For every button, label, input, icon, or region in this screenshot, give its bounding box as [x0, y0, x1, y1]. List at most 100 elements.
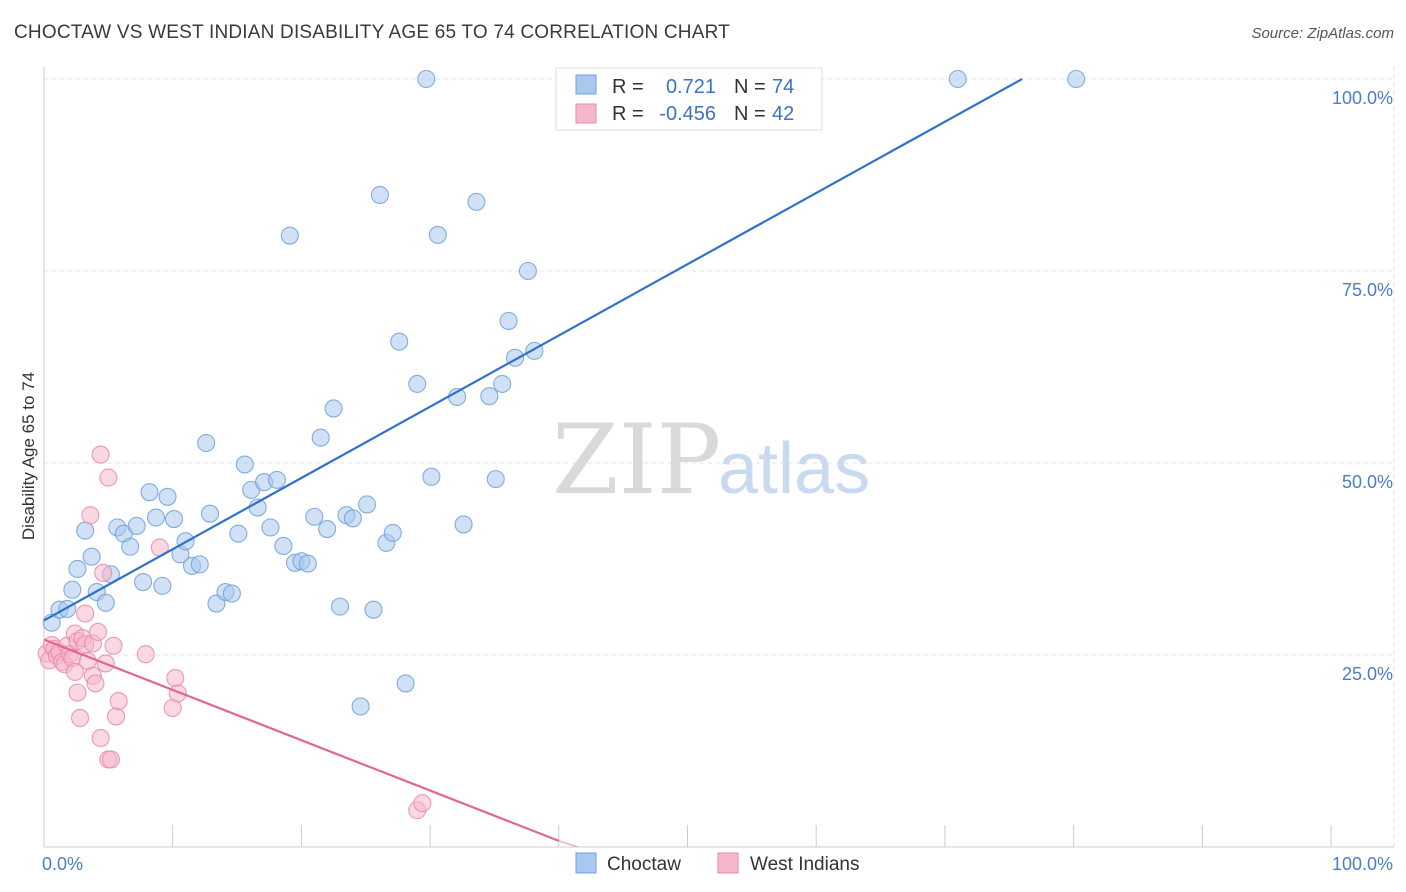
- choctaw-point-42: [305, 507, 324, 526]
- choctaw-point-35: [261, 518, 280, 537]
- choctaw-point-5: [68, 559, 87, 579]
- choctaw-point-73: [1067, 69, 1086, 89]
- choctaw-point-58: [417, 69, 436, 89]
- choctaw-point-31: [235, 455, 254, 474]
- west-indians-point-12: [65, 662, 84, 681]
- x-tick-label-2: 100.0%: [1332, 854, 1393, 874]
- chart-source: Source: ZipAtlas.com: [1251, 25, 1394, 42]
- choctaw-point-51: [364, 600, 383, 619]
- choctaw-point-57: [408, 374, 427, 393]
- choctaw-point-52: [370, 185, 389, 205]
- legend-n-label-1: N =: [734, 76, 766, 98]
- y-tick-label-4: 100.0%: [1332, 88, 1393, 108]
- west-indians-point-24: [86, 674, 105, 693]
- legend-swatch-west-indians: [575, 103, 597, 124]
- legend-n-value-1: 74: [772, 76, 794, 98]
- legend-box: [555, 67, 823, 131]
- choctaw-point-17: [146, 508, 166, 527]
- choctaw-point-56: [396, 674, 415, 693]
- choctaw-point-69: [518, 261, 537, 281]
- west-indians-point-19: [76, 604, 95, 623]
- choctaw-point-26: [200, 504, 220, 523]
- watermark-atlas: atlas: [718, 429, 870, 509]
- choctaw-point-45: [324, 399, 343, 418]
- choctaw-point-20: [164, 510, 184, 529]
- series-legend: Choctaw West Indians: [575, 852, 859, 875]
- y-tick-label-1: 25.0%: [1342, 664, 1393, 684]
- choctaw-point-60: [428, 225, 447, 244]
- y-tick-label-2: 50.0%: [1342, 472, 1393, 492]
- x-tick-label-1: 0.0%: [42, 854, 83, 874]
- west-indians-trend-line: [43, 638, 560, 842]
- choctaw-point-55: [390, 332, 409, 351]
- trend-lines: [43, 78, 1023, 848]
- choctaw-point-49: [351, 697, 370, 716]
- watermark-zip: ZIP: [552, 404, 721, 516]
- choctaw-point-24: [190, 555, 209, 574]
- choctaw-point-15: [134, 572, 153, 592]
- bottom-legend-label-west-indians: West Indians: [750, 854, 859, 875]
- west-indians-point-28: [94, 563, 113, 582]
- west-indians-point-35: [109, 692, 128, 711]
- choctaw-point-65: [486, 470, 505, 489]
- choctaw-point-6: [76, 521, 95, 540]
- chart-title: CHOCTAW VS WEST INDIAN DISABILITY AGE 65…: [14, 22, 730, 43]
- choctaw-point-30: [229, 524, 248, 543]
- choctaw-point-9: [96, 593, 115, 612]
- choctaw-point-37: [274, 536, 293, 555]
- axes: [43, 67, 1394, 848]
- choctaw-point-66: [493, 374, 512, 393]
- choctaw-point-48: [343, 509, 362, 528]
- legend-r-label-2: R =: [612, 103, 644, 125]
- legend-r-label-1: R =: [612, 76, 644, 98]
- west-indians-point-25: [89, 622, 108, 642]
- y-tick-label-3: 75.0%: [1342, 280, 1393, 300]
- choctaw-point-72: [948, 69, 967, 89]
- legend-r-value-2: -0.456: [659, 103, 716, 125]
- choctaw-point-18: [153, 576, 172, 595]
- correlation-legend: R = 0.721 N = 74 R = -0.456 N = 42: [555, 67, 823, 131]
- west-indians-point-42: [413, 794, 432, 813]
- y-tick-labels: 25.0% 50.0% 75.0% 100.0%: [1332, 88, 1393, 684]
- legend-n-value-2: 42: [772, 103, 794, 125]
- choctaw-point-62: [454, 515, 473, 534]
- choctaw-point-4: [63, 580, 82, 599]
- choctaw-point-19: [158, 487, 177, 506]
- choctaw-point-16: [140, 483, 159, 502]
- choctaw-point-63: [467, 192, 486, 211]
- choctaw-point-3: [58, 599, 77, 618]
- choctaw-point-46: [330, 597, 350, 616]
- west-indians-point-27: [91, 728, 110, 747]
- choctaw-point-38: [280, 226, 299, 245]
- choctaw-point-50: [357, 495, 377, 514]
- choctaw-point-36: [267, 470, 286, 489]
- choctaw-point-7: [82, 547, 101, 566]
- choctaw-point-25: [197, 433, 216, 453]
- bottom-legend-label-choctaw: Choctaw: [607, 854, 681, 875]
- legend-swatch-choctaw: [575, 74, 597, 95]
- watermark: ZIP atlas: [552, 404, 870, 516]
- choctaw-point-14: [127, 516, 146, 536]
- west-indians-trend-extension: [558, 840, 579, 848]
- scatter-points: [37, 69, 1086, 820]
- bottom-legend-swatch-west-indians: [717, 852, 739, 874]
- west-indians-point-36: [136, 645, 155, 664]
- bottom-legend-swatch-choctaw: [575, 852, 597, 874]
- legend-n-label-2: N =: [734, 103, 766, 125]
- y-axis-label: Disability Age 65 to 74: [19, 372, 38, 540]
- west-indians-point-34: [107, 707, 126, 726]
- legend-r-value-1: 0.721: [666, 76, 716, 98]
- choctaw-point-13: [121, 537, 140, 556]
- choctaw-trend-line: [43, 78, 1023, 622]
- west-indians-point-26: [91, 445, 110, 464]
- west-indians-point-16: [70, 708, 90, 728]
- choctaw-point-67: [499, 311, 518, 330]
- west-indians-point-14: [68, 683, 87, 702]
- choctaw-point-64: [480, 387, 499, 406]
- choctaw-point-44: [318, 519, 337, 539]
- x-tick-labels: 0.0% 100.0%: [42, 854, 1393, 874]
- choctaw-point-29: [222, 584, 241, 603]
- west-indians-point-32: [101, 750, 120, 769]
- west-indians-point-33: [104, 636, 123, 655]
